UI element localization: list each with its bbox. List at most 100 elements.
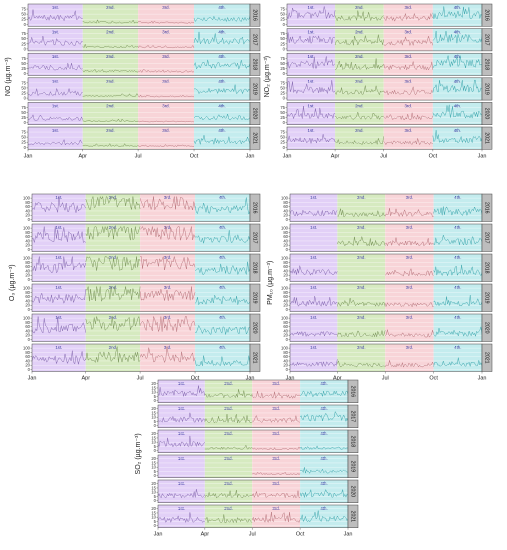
quarter-band-1 (158, 430, 205, 453)
y-tick-label: 100 (23, 196, 31, 201)
y-tick-label: 40 (25, 238, 30, 243)
quarter-label: 1st. (308, 103, 315, 108)
y-tick-label: 0 (24, 120, 27, 125)
series-line-2017-q1 (286, 32, 336, 45)
quarter-label: 4th. (454, 30, 461, 35)
y-tick-label: 40 (283, 358, 288, 363)
series-line-2020-q1 (31, 316, 87, 334)
quarter-band-2 (335, 4, 384, 27)
year-strip (481, 283, 493, 312)
y-axis-label: O₃ (µg.m⁻³) (9, 264, 16, 301)
series-line-2020-q3 (137, 120, 195, 123)
series-line-2017-q2 (204, 413, 253, 424)
y-tick-label: 80 (283, 320, 288, 325)
year-strip (249, 313, 261, 342)
y-tick-label: 0 (286, 247, 289, 252)
quarter-label: 3rd. (404, 79, 412, 84)
quarter-band-1 (32, 224, 86, 252)
quarter-band-4 (300, 505, 348, 528)
series-line-2017-q3 (137, 44, 195, 49)
y-tick-label: 60 (283, 324, 288, 329)
quarter-band-1 (28, 127, 83, 150)
quarter-band-4 (194, 4, 250, 27)
quarter-label: 3rd. (164, 195, 172, 200)
series-line-2021-q2 (334, 136, 384, 145)
quarter-band-2 (82, 4, 139, 27)
quarter-label: 3rd. (404, 54, 412, 59)
quarter-band-2 (337, 344, 386, 372)
y-tick-label: 40 (283, 268, 288, 273)
quarter-label: 1st. (52, 54, 59, 59)
series-line-2018-q4 (432, 55, 483, 69)
quarter-band-2 (204, 430, 253, 453)
y-tick-label: 10 (151, 515, 156, 520)
quarter-band-3 (140, 314, 196, 342)
series-line-2021-q2 (337, 360, 386, 368)
quarter-label: 4th. (218, 5, 225, 10)
chart-no2: NO₂ (µg.m⁻³)1st. 2nd. 3rd. 4th.201602550751… (264, 3, 493, 159)
quarter-label: 1st. (52, 128, 59, 133)
year-strip (481, 52, 493, 76)
quarter-band-2 (337, 314, 386, 342)
quarter-label: 4th. (219, 315, 226, 320)
quarter-label: 1st. (310, 345, 317, 350)
quarter-band-2 (335, 28, 384, 51)
year-strip (249, 28, 261, 52)
quarter-label: 2nd. (355, 103, 364, 108)
series-line-2017-q2 (85, 226, 141, 241)
quarter-band-3 (138, 127, 195, 150)
quarter-band-4 (433, 194, 482, 222)
series-line-2018-q2 (335, 58, 384, 70)
y-tick-label: 50 (280, 135, 285, 140)
x-tick-label: Apr (331, 153, 340, 159)
chart-pm10: PM₁₀ (µg.m⁻³)1st. 2nd. 3rd. 4th.20160204060… (267, 193, 493, 382)
quarter-band-1 (287, 102, 336, 125)
x-tick-label: Jul (380, 153, 387, 159)
year-strip (249, 3, 261, 27)
quarter-label: 2nd. (355, 30, 364, 35)
quarter-label: 3rd. (164, 315, 172, 320)
series-line-2018-q2 (82, 69, 139, 73)
series-line-2020-q2 (204, 489, 253, 499)
y-tick-label: 60 (283, 234, 288, 239)
quarter-band-2 (204, 455, 253, 478)
series-line-2018-q4 (193, 59, 251, 70)
year-label: 2018 (252, 59, 258, 71)
y-tick-label: 0 (24, 145, 27, 150)
y-tick-label: 75 (21, 56, 26, 61)
year-strip (249, 77, 261, 101)
quarter-band-2 (82, 77, 139, 101)
quarter-label: 2nd. (106, 5, 115, 10)
year-strip (481, 102, 493, 125)
y-tick-label: 0 (24, 46, 27, 51)
series-line-2016-q3 (139, 196, 196, 211)
quarter-band-4 (194, 53, 250, 76)
series-line-2021-q4 (194, 355, 251, 367)
series-line-2017-q1 (27, 35, 83, 46)
quarter-band-1 (290, 254, 338, 282)
y-tick-label: 25 (21, 115, 26, 120)
series-line-2018-q4 (194, 261, 251, 275)
quarter-band-3 (138, 4, 195, 27)
y-tick-label: 50 (21, 12, 26, 17)
year-label: 2020 (484, 108, 490, 120)
y-axis-label: NO (µg.m⁻³) (5, 57, 12, 96)
year-strip (481, 77, 493, 101)
y-tick-label: 75 (280, 105, 285, 110)
x-tick-label: Jan (478, 153, 487, 159)
quarter-label: 1st. (310, 195, 317, 200)
year-strip (481, 253, 493, 282)
series-line-2020-q3 (383, 112, 434, 121)
year-label: 2016 (484, 9, 490, 21)
y-tick-label: 5 (154, 469, 157, 474)
quarter-label: 3rd. (404, 5, 412, 10)
year-label: 2017 (252, 232, 258, 244)
